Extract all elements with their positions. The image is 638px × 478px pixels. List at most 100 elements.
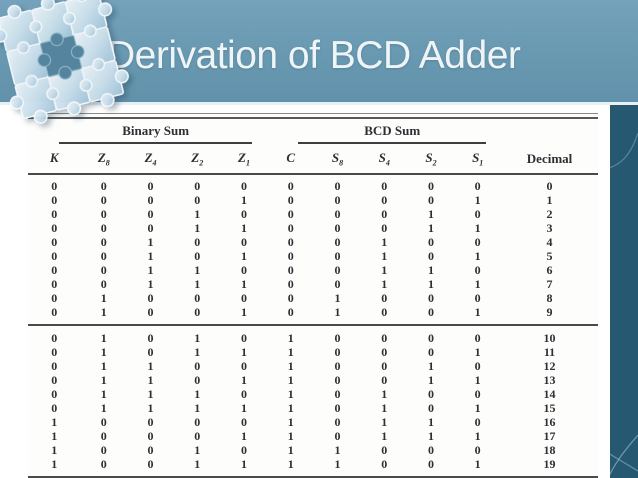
table-cell: 1 xyxy=(287,414,294,429)
table-cell: 1 xyxy=(194,276,201,291)
table-cell: 0 xyxy=(51,178,58,193)
table-cell: 0 xyxy=(427,178,434,193)
col-header-z1: Z1 xyxy=(220,145,268,175)
table-cell: 0 xyxy=(220,323,268,345)
bcd-sum-group-header: BCD Sum xyxy=(267,119,501,145)
table-cell: 1 xyxy=(194,442,201,457)
table-row: 0 0 0 0 1 0 0 0 0 1 1 xyxy=(28,193,598,207)
table-cell: 10 xyxy=(501,323,598,345)
table-cell: 0 xyxy=(334,206,341,221)
table-cell: 0 xyxy=(241,358,247,373)
table-cell: 0 xyxy=(51,304,58,319)
table-cell: 0 xyxy=(51,192,58,207)
table-cell: 18 xyxy=(543,442,556,457)
table-row: 0 0 1 0 0 0 0 1 0 0 4 xyxy=(28,235,598,249)
table-cell: 0 xyxy=(100,414,107,429)
table-cell: 1 xyxy=(241,400,247,415)
table-cell: 0 xyxy=(51,234,58,249)
table-cell: 1 xyxy=(474,372,481,387)
table-cell: 1 xyxy=(147,372,154,387)
table-row: 0 0 1 1 0 0 0 1 1 0 6 xyxy=(28,263,598,277)
table-cell: 0 xyxy=(147,344,154,359)
table-cell: 1 xyxy=(474,192,481,207)
table-cell: 0 xyxy=(334,262,341,277)
table-cell: 1 xyxy=(241,344,247,359)
table-cell: 1 xyxy=(427,414,434,429)
table-cell: 0 xyxy=(147,428,154,443)
table-cell: 1 xyxy=(194,262,201,277)
table-cell: 1 xyxy=(381,262,388,277)
table-cell: 1 xyxy=(194,206,201,221)
table-cell: 0 xyxy=(381,192,388,207)
table-cell: 0 xyxy=(334,192,341,207)
table-cell: 9 xyxy=(546,304,553,319)
table-cell: 0 xyxy=(334,386,341,401)
table-cell: 0 xyxy=(147,304,154,319)
table-row: 0 1 1 0 0 1 0 0 1 0 12 xyxy=(28,359,598,373)
table-cell: 1 xyxy=(194,344,201,359)
table-cell: 0 xyxy=(147,414,154,429)
table-cell: 1 xyxy=(100,358,107,373)
table-cell: 0 xyxy=(194,358,201,373)
table-cell: 0 xyxy=(427,192,434,207)
table-cell: 1 xyxy=(51,428,58,443)
table-cell: 0 xyxy=(194,414,201,429)
col-header-s4: S4 xyxy=(360,145,408,175)
table-cell: 1 xyxy=(474,220,481,235)
table-cell: 1 xyxy=(100,386,107,401)
col-header-c: C xyxy=(267,145,315,175)
table-cell: 0 xyxy=(51,262,58,277)
table-cell: 0 xyxy=(241,414,247,429)
table-cell: 0 xyxy=(147,206,154,221)
table-cell: 1 xyxy=(381,428,388,443)
table-cell: 1 xyxy=(147,358,154,373)
table-cell: 0 xyxy=(381,344,388,359)
table-cell: 1 xyxy=(100,372,107,387)
table-bottom-rule xyxy=(28,475,598,478)
table-row: 0 0 0 1 0 0 0 0 1 0 2 xyxy=(28,207,598,221)
table-cell: 0 xyxy=(334,178,341,193)
table-cell: 1 xyxy=(147,248,154,263)
col-header-z2: Z2 xyxy=(173,145,221,175)
table-cell: 0 xyxy=(287,304,294,319)
right-accent-band xyxy=(610,105,638,478)
table-cell: 1 xyxy=(287,442,294,457)
band-swoosh-decoration xyxy=(610,132,638,476)
table-cell: 1 xyxy=(427,206,434,221)
table-cell: 1 xyxy=(194,220,201,235)
table-cell: 0 xyxy=(474,178,481,193)
table-row: 0 1 0 1 1 1 0 0 0 1 11 xyxy=(28,345,598,359)
table-row: 0 1 1 1 0 1 0 1 0 0 14 xyxy=(28,387,598,401)
table-row: 1 0 0 0 0 1 0 1 1 0 16 xyxy=(28,415,598,429)
table-cell: 0 xyxy=(381,372,388,387)
table-cell: 0 xyxy=(100,220,107,235)
table-cell: 1 xyxy=(427,262,434,277)
table-cell: 1 xyxy=(51,442,58,457)
table-cell: 0 xyxy=(51,344,58,359)
table-cell: 0 xyxy=(100,234,107,249)
table-cell: 0 xyxy=(334,276,341,291)
table-row: 0 1 0 0 0 0 1 0 0 0 8 xyxy=(28,291,598,305)
table-cell: 0 xyxy=(100,456,107,471)
table-cell: 1 xyxy=(381,234,388,249)
table-cell: 0 xyxy=(241,262,247,277)
table-cell: 1 xyxy=(147,386,154,401)
table-cell: 0 xyxy=(287,276,294,291)
table-row: 0 0 0 1 1 0 0 0 1 1 3 xyxy=(28,221,598,235)
col-header-z4: Z4 xyxy=(127,145,174,175)
table-cell: 0 xyxy=(454,323,502,345)
table-cell: 1 xyxy=(241,220,247,235)
table-cell: 0 xyxy=(474,358,481,373)
table-cell: 1 xyxy=(80,323,128,345)
table-cell: 1 xyxy=(474,276,481,291)
table-cell: 0 xyxy=(334,344,341,359)
table-cell: 11 xyxy=(543,344,556,359)
table-cell: 1 xyxy=(474,456,481,471)
table-cell: 0 xyxy=(474,442,481,457)
table-cell: 1 xyxy=(241,428,247,443)
table-cell: 0 xyxy=(51,276,58,291)
table-cell: 0 xyxy=(51,248,58,263)
table-cell: 1 xyxy=(381,248,388,263)
table-cell: 0 xyxy=(287,220,294,235)
table-cell: 1 xyxy=(334,304,341,319)
